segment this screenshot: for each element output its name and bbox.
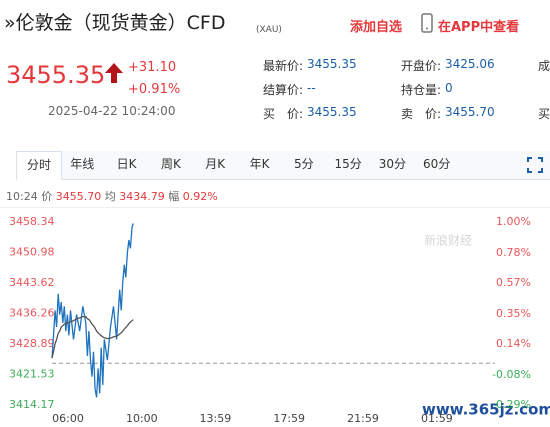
- average-line: [51, 315, 134, 359]
- tab[interactable]: 分时: [16, 151, 62, 180]
- x-tick-label: 01:59: [421, 412, 453, 425]
- y2-tick-label: 0.57%: [496, 276, 531, 289]
- field-value: 3455.35: [307, 57, 357, 71]
- field-label: 最新价:: [263, 59, 304, 73]
- price-change: +31.10: [128, 60, 177, 75]
- open-app[interactable]: 在APP中查看: [438, 20, 520, 35]
- x-tick-label: 21:59: [347, 412, 379, 425]
- price-change-pct: +0.91%: [128, 82, 181, 97]
- y2-tick-label: -0.08%: [492, 368, 531, 381]
- info-avg: 3434.79: [119, 190, 165, 203]
- up-arrow: [105, 63, 123, 83]
- y2-tick-label: 0.14%: [496, 337, 531, 350]
- phone-icon: [421, 13, 433, 33]
- tab[interactable]: 日K: [116, 157, 137, 171]
- info-avg-label: 均: [104, 190, 116, 203]
- field-label: 成: [538, 59, 550, 73]
- quote-time: 2025-04-22 10:24:00: [48, 104, 176, 118]
- divider: [0, 207, 550, 208]
- last-price: 3455.35: [6, 61, 106, 89]
- field-value: 3425.06: [445, 57, 495, 71]
- tab-bar: 分时 年线 日K 周K 月K 年K 5分 15分 30分 60分: [16, 151, 550, 180]
- field-label: 结算价:: [263, 83, 304, 97]
- price-line: [51, 223, 134, 398]
- info-time: 10:24: [6, 190, 38, 203]
- tab[interactable]: 60分: [423, 157, 451, 171]
- y-tick-label: 3450.98: [9, 245, 55, 258]
- info-price-label: 价: [41, 190, 53, 203]
- title: »伦敦金（现货黄金）CFD: [4, 12, 226, 34]
- symbol-code: (XAU): [256, 25, 282, 35]
- y-tick-label: 3436.26: [9, 306, 55, 319]
- y-tick-label: 3458.34: [9, 215, 55, 228]
- watermark: 新浪财经: [424, 233, 472, 248]
- y2-tick-label: 0.35%: [496, 307, 531, 320]
- tab[interactable]: 年K: [249, 157, 270, 171]
- x-tick-label: 17:59: [273, 412, 305, 425]
- expand-icon[interactable]: [527, 157, 543, 173]
- field-label: 买: [538, 107, 550, 121]
- field-value: --: [307, 81, 316, 95]
- tab[interactable]: 周K: [160, 157, 181, 171]
- y2-tick-label: -0.29%: [492, 398, 531, 411]
- add-watchlist[interactable]: 添加自选: [350, 20, 403, 35]
- y2-tick-label: 1.00%: [496, 215, 531, 228]
- y-tick-label: 3443.62: [9, 276, 55, 289]
- y2-tick-label: 0.78%: [496, 246, 531, 259]
- site-watermark: www.365jz.com: [422, 401, 550, 419]
- info-amp-label: 幅: [168, 190, 180, 203]
- x-tick-label: 06:00: [52, 412, 84, 425]
- y-tick-label: 3428.89: [9, 337, 55, 350]
- y-tick-label: 3414.17: [9, 398, 55, 411]
- x-tick-label: 13:59: [200, 412, 232, 425]
- tab[interactable]: 年线: [70, 157, 95, 171]
- info-amp: 0.92%: [182, 190, 218, 203]
- field-label: 买 价:: [263, 107, 304, 121]
- field-value: 3455.70: [445, 105, 495, 119]
- y-tick-label: 3421.53: [9, 368, 55, 381]
- field-value: 0: [445, 81, 453, 95]
- field-label: 开盘价:: [401, 59, 442, 73]
- field-label: 卖 价:: [401, 107, 442, 121]
- tab[interactable]: 月K: [205, 157, 226, 171]
- x-tick-label: 10:00: [126, 412, 158, 425]
- info-line: 10:24 价 3455.70 均 3434.79 幅 0.92%: [6, 188, 218, 204]
- field-label: 持仓量:: [401, 83, 442, 97]
- field-value: 3455.35: [307, 105, 357, 119]
- tab[interactable]: 5分: [293, 157, 314, 171]
- tab[interactable]: 15分: [334, 157, 362, 171]
- tab[interactable]: 30分: [378, 157, 407, 171]
- info-price: 3455.70: [55, 190, 102, 203]
